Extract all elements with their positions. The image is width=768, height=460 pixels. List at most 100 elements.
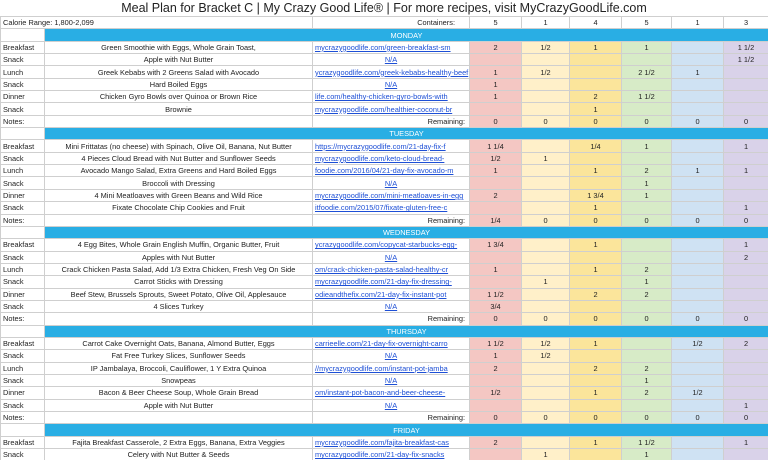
recipe-link[interactable]: om/instant-pot-bacon-and-beer-cheese- — [312, 386, 470, 400]
container-count[interactable]: 1/2 — [671, 386, 724, 400]
container-count[interactable] — [723, 287, 768, 301]
container-count[interactable] — [521, 299, 570, 314]
container-count[interactable] — [569, 275, 622, 289]
container-count[interactable] — [621, 102, 672, 116]
container-count[interactable]: 1 — [469, 349, 522, 363]
container-count[interactable] — [521, 238, 570, 252]
container-count[interactable] — [723, 262, 768, 277]
container-count[interactable] — [621, 398, 672, 413]
container-count[interactable]: 2 — [723, 250, 768, 264]
container-count[interactable]: 1 — [569, 102, 622, 116]
container-count[interactable] — [671, 151, 724, 166]
container-count[interactable] — [671, 176, 724, 190]
container-count[interactable] — [671, 201, 724, 215]
container-count[interactable] — [723, 65, 768, 79]
container-total[interactable]: 1 — [671, 15, 724, 30]
food-description[interactable]: Broccoli with Dressing — [44, 176, 313, 190]
container-count[interactable]: 1 1/4 — [469, 139, 522, 153]
food-description[interactable]: Beef Stew, Brussels Sprouts, Sweet Potat… — [44, 287, 313, 301]
container-count[interactable] — [621, 77, 672, 92]
container-count[interactable] — [671, 435, 724, 450]
container-count[interactable]: 2 — [621, 262, 672, 277]
container-count[interactable] — [671, 262, 724, 277]
container-count[interactable] — [723, 349, 768, 363]
food-description[interactable]: Fajita Breakfast Casserole, 2 Extra Eggs… — [44, 435, 313, 450]
container-count[interactable]: 1 1/2 — [469, 336, 522, 351]
container-count[interactable]: 1 — [621, 176, 672, 190]
container-total[interactable]: 3 — [723, 15, 768, 30]
food-description[interactable]: Apples with Nut Butter — [44, 250, 313, 264]
container-count[interactable]: 1 — [569, 238, 622, 252]
recipe-link[interactable]: N/A — [312, 349, 470, 363]
container-count[interactable] — [521, 139, 570, 153]
container-count[interactable]: 1/2 — [521, 65, 570, 79]
container-count[interactable]: 2 — [469, 435, 522, 450]
container-count[interactable]: 1 — [671, 65, 724, 79]
container-count[interactable]: 1 — [521, 448, 570, 460]
recipe-link[interactable]: N/A — [312, 398, 470, 413]
container-count[interactable] — [621, 201, 672, 215]
container-count[interactable] — [469, 448, 522, 460]
food-description[interactable]: 4 Pieces Cloud Bread with Nut Butter and… — [44, 151, 313, 166]
recipe-link[interactable]: ycrazygoodlife.com/copycat-starbucks-egg… — [312, 238, 470, 252]
container-count[interactable]: 1 — [723, 164, 768, 178]
container-count[interactable]: 1/2 — [521, 336, 570, 351]
container-count[interactable] — [521, 164, 570, 178]
container-count[interactable]: 1 — [621, 40, 672, 55]
food-description[interactable]: Carrot Cake Overnight Oats, Banana, Almo… — [44, 336, 313, 351]
recipe-link[interactable]: mycrazygoodlife.com/fajita-breakfast-cas — [312, 435, 470, 450]
container-count[interactable] — [569, 250, 622, 264]
container-count[interactable] — [569, 398, 622, 413]
container-count[interactable] — [469, 102, 522, 116]
container-count[interactable] — [521, 188, 570, 203]
container-count[interactable] — [521, 373, 570, 388]
food-description[interactable]: 4 Mini Meatloaves with Green Beans and W… — [44, 188, 313, 203]
container-count[interactable] — [671, 398, 724, 413]
container-count[interactable]: 1 1/2 — [621, 435, 672, 450]
container-count[interactable] — [621, 250, 672, 264]
container-count[interactable]: 1 1/2 — [723, 53, 768, 67]
food-description[interactable]: 4 Slices Turkey — [44, 299, 313, 314]
food-description[interactable]: Celery with Nut Butter & Seeds — [44, 448, 313, 460]
container-count[interactable]: 1 — [569, 164, 622, 178]
container-count[interactable] — [521, 201, 570, 215]
recipe-link[interactable]: carrieelle.com/21-day-fix-overnight-carr… — [312, 336, 470, 351]
food-description[interactable]: Apple with Nut Butter — [44, 398, 313, 413]
container-count[interactable]: 1 1/2 — [469, 287, 522, 301]
container-count[interactable]: 1 — [469, 262, 522, 277]
container-count[interactable] — [671, 287, 724, 301]
container-count[interactable]: 1 — [723, 238, 768, 252]
container-count[interactable] — [469, 250, 522, 264]
container-count[interactable] — [671, 448, 724, 460]
container-count[interactable]: 1 — [569, 336, 622, 351]
container-count[interactable]: 2 — [569, 90, 622, 104]
container-count[interactable]: 1 — [569, 435, 622, 450]
container-count[interactable] — [671, 373, 724, 388]
container-count[interactable] — [723, 188, 768, 203]
recipe-link[interactable]: itfoodie.com/2015/07/fixate-gluten-free-… — [312, 201, 470, 215]
container-count[interactable] — [521, 361, 570, 375]
container-count[interactable]: 1 — [621, 275, 672, 289]
container-count[interactable]: 1/4 — [569, 139, 622, 153]
container-total[interactable]: 4 — [569, 15, 622, 30]
container-count[interactable]: 1 3/4 — [469, 238, 522, 252]
container-count[interactable] — [569, 349, 622, 363]
container-count[interactable] — [521, 262, 570, 277]
container-count[interactable]: 1 — [469, 77, 522, 92]
container-count[interactable] — [621, 53, 672, 67]
container-count[interactable] — [521, 176, 570, 190]
food-description[interactable]: Greek Kebabs with 2 Greens Salad with Av… — [44, 65, 313, 79]
container-count[interactable]: 1 — [621, 188, 672, 203]
recipe-link[interactable]: ycrazygoodlife.com/greek-kebabs-healthy-… — [312, 65, 470, 79]
container-count[interactable]: 2 — [621, 164, 672, 178]
container-count[interactable] — [723, 373, 768, 388]
container-count[interactable] — [723, 361, 768, 375]
container-count[interactable]: 2 — [621, 386, 672, 400]
container-count[interactable] — [723, 448, 768, 460]
container-count[interactable] — [671, 349, 724, 363]
container-count[interactable] — [671, 299, 724, 314]
food-description[interactable]: Snowpeas — [44, 373, 313, 388]
container-count[interactable] — [521, 435, 570, 450]
container-count[interactable]: 1 — [621, 139, 672, 153]
recipe-link[interactable]: N/A — [312, 53, 470, 67]
